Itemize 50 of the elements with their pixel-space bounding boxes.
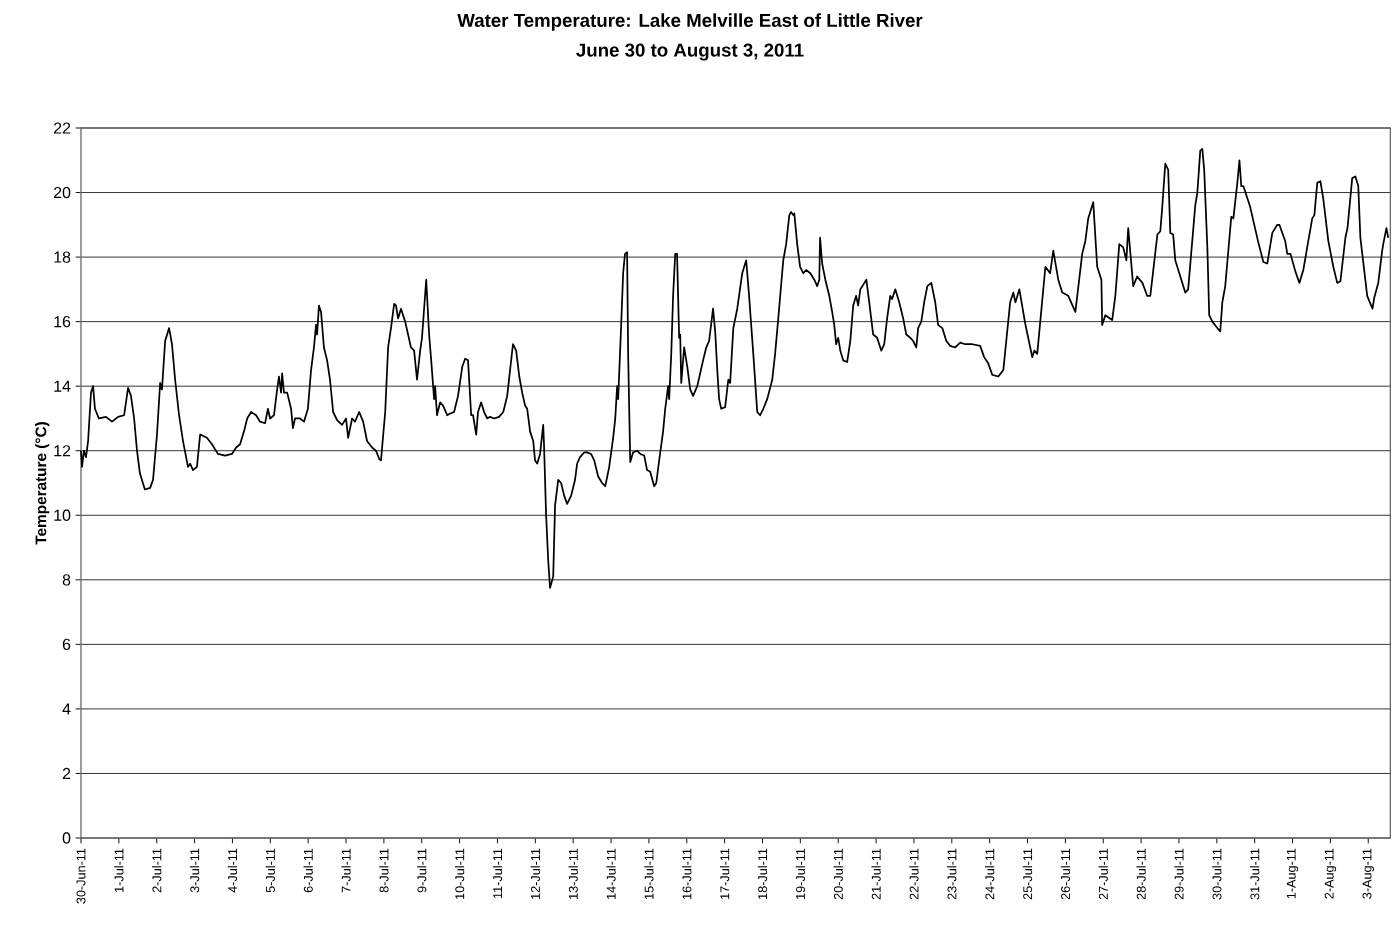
x-tick-label: 25-Jul-11 — [1022, 848, 1033, 900]
y-tick-label: 20 — [53, 186, 71, 199]
y-tick-label: 4 — [62, 703, 71, 715]
x-tick-label: 30-Jun-11 — [76, 848, 86, 904]
x-tick-label: 16-Jul-11 — [682, 848, 692, 899]
x-tick-label: 6-Jul-11 — [303, 848, 313, 893]
x-tick-label: 23-Jul-11 — [947, 848, 957, 900]
y-tick-label: 14 — [54, 380, 71, 392]
chart-subtitle: June 30 to August 3, 2011 — [576, 43, 804, 61]
x-tick-label: 30-Jul-11 — [1212, 848, 1222, 900]
x-tick-label: 15-Jul-11 — [644, 848, 654, 899]
y-tick-label: 2 — [62, 767, 71, 780]
x-tick-label: 29-Jul-11 — [1174, 848, 1184, 900]
y-tick-label: 12 — [54, 445, 71, 457]
x-tick-label: 28-Jul-11 — [1136, 848, 1146, 900]
x-tick-label: 1-Aug-11 — [1286, 848, 1299, 899]
y-tick-label: 0 — [62, 832, 71, 844]
x-tick-label: 24-Jul-11 — [985, 848, 995, 900]
x-tick-label: 10-Jul-11 — [454, 848, 465, 899]
x-tick-label: 31-Jul-11 — [1250, 848, 1260, 900]
x-tick-label: 1-Jul-11 — [114, 848, 124, 892]
x-tick-label: 13-Jul-11 — [568, 848, 578, 899]
x-tick-label: 2-Jul-11 — [152, 848, 162, 893]
x-tick-label: 12-Jul-11 — [530, 848, 540, 899]
x-tick-label: 27-Jul-11 — [1098, 848, 1108, 900]
x-tick-label: 3-Aug-11 — [1362, 848, 1375, 899]
x-tick-label: 7-Jul-11 — [341, 848, 351, 893]
y-tick-label: 22 — [53, 122, 71, 134]
x-tick-label: 20-Jul-11 — [833, 848, 843, 900]
x-tick-label: 2-Aug-11 — [1324, 848, 1337, 899]
y-tick-label: 10 — [54, 509, 71, 521]
y-axis-title: Temperature (°C) — [35, 422, 50, 545]
x-tick-label: 26-Jul-11 — [1060, 848, 1071, 900]
x-tick-label: 19-Jul-11 — [795, 848, 806, 899]
x-tick-label: 21-Jul-11 — [871, 848, 881, 900]
x-tick-label: 3-Jul-11 — [189, 848, 200, 893]
x-tick-label: 22-Jul-11 — [909, 848, 919, 900]
x-tick-label: 14-Jul-11 — [606, 848, 616, 899]
x-tick-label: 4-Jul-11 — [227, 848, 238, 893]
x-tick-label: 9-Jul-11 — [417, 848, 427, 893]
chart-title: Water Temperature: Lake Melville East of Little River — [457, 13, 923, 31]
x-tick-label: 17-Jul-11 — [719, 848, 730, 899]
y-tick-label: 8 — [62, 574, 71, 586]
x-tick-label: 8-Jul-11 — [379, 848, 389, 893]
y-tick-label: 18 — [54, 251, 71, 263]
y-tick-label: 6 — [62, 638, 71, 651]
y-tick-label: 16 — [54, 315, 71, 328]
x-tick-label: 18-Jul-11 — [757, 848, 768, 899]
x-tick-label: 11-Jul-11 — [492, 848, 503, 899]
x-tick-label: 5-Jul-11 — [265, 848, 275, 893]
